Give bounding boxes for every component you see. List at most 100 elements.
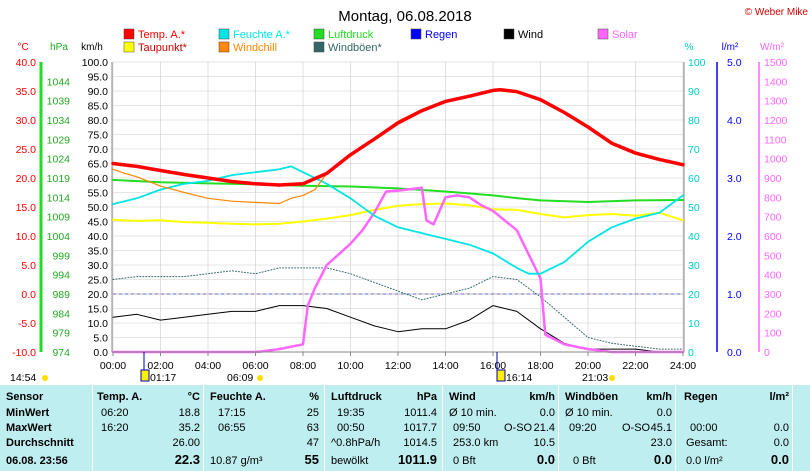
press-current: 1011.9 xyxy=(397,452,437,467)
hum-absolute: 10.87 g/m³ xyxy=(210,455,263,467)
row-label-max: MaxWert xyxy=(6,422,52,434)
rain-rate: 0.0 l/m² xyxy=(686,455,723,467)
wind-distance: 253.0 km xyxy=(453,437,499,449)
legend-label: Wind xyxy=(518,29,543,41)
x-tick-label: 16:00 xyxy=(480,360,506,372)
row-label-min: MinWert xyxy=(6,407,50,419)
solar-tick: 1200 xyxy=(764,115,788,127)
rain-max: 0.0 xyxy=(773,422,789,434)
col-pressure: Luftdruck hPa 19:35 1011.4 00:50 1017.7 … xyxy=(324,385,443,471)
chart-title: Montag, 06.08.2018 xyxy=(338,8,471,25)
marker-time-a: 01:17 xyxy=(150,372,176,384)
moon-marker-icon xyxy=(496,369,506,382)
temp-max: 35.2 xyxy=(178,422,200,434)
wind-avg-label: Ø 10 min. xyxy=(449,407,497,419)
legend-swatch xyxy=(597,28,609,40)
axis-unit-rain: l/m² xyxy=(722,42,739,53)
pressure-tick: 1029 xyxy=(47,134,71,146)
copyright-text: © Weber Mike xyxy=(745,7,809,18)
x-tick-label: 18:00 xyxy=(527,360,553,372)
temp-tick: 5.0 xyxy=(21,260,36,272)
sun-icon xyxy=(257,375,263,381)
series-windb-en-line xyxy=(112,267,684,350)
axis-units: °C hPa km/h% l/m² W/m² xyxy=(17,42,784,53)
solar-tick: 800 xyxy=(764,192,782,204)
solar-tick: 100 xyxy=(764,328,782,340)
temp-tick: 10.0 xyxy=(16,231,37,243)
solar-tick: 300 xyxy=(764,289,782,301)
marker-time-b: 06:09 xyxy=(227,372,253,384)
pressure-tick: 1014 xyxy=(47,192,71,204)
press-avg: 1014.5 xyxy=(403,437,437,449)
legend-label: Windchill xyxy=(233,42,277,54)
rain-tick: 3.0 xyxy=(727,173,742,185)
temp-header: Temp. A. xyxy=(97,391,143,403)
x-tick-label: 06:00 xyxy=(242,360,268,372)
wind-tick: 5.0 xyxy=(93,333,108,345)
legend: Temp. A.* Feuchte A.* Luftdruck Regen Wind So… xyxy=(123,28,638,54)
gust-mean: 23.0 xyxy=(650,437,672,449)
pressure-tick: 1044 xyxy=(47,76,71,88)
hum-current: 55 xyxy=(304,452,319,467)
temp-tick: 20.0 xyxy=(16,173,37,185)
rain-tick: 1.0 xyxy=(727,289,742,301)
rain-current: 0.0 xyxy=(770,452,789,467)
temp-tick: 25.0 xyxy=(16,144,37,156)
press-min: 1011.4 xyxy=(404,407,437,419)
grid xyxy=(112,61,684,353)
solar-tick: 1100 xyxy=(764,134,787,146)
humidity-tick: 70 xyxy=(688,144,700,156)
legend-label: Taupunkt* xyxy=(138,42,188,54)
press-max-time: 00:50 xyxy=(337,422,365,434)
rain-tick: 4.0 xyxy=(727,115,742,127)
wind-tick: 65.0 xyxy=(88,159,109,171)
gust-unit: km/h xyxy=(646,391,672,403)
temp-current: 22.3 xyxy=(174,452,200,467)
col-humidity: Feuchte A. % 17:15 25 06:55 63 47 10.87 … xyxy=(203,385,325,471)
wind-header: Wind xyxy=(449,391,476,403)
pressure-tick: 989 xyxy=(52,289,70,301)
legend-swatch xyxy=(313,28,325,40)
col-wind: Wind km/h Ø 10 min. 0.0 09:50 O-SO 21.4 … xyxy=(442,385,559,471)
wind-tick: 0.0 xyxy=(93,347,108,359)
pressure-tick: 1039 xyxy=(47,96,71,108)
hum-min: 25 xyxy=(306,407,319,419)
x-tick-label: 04:00 xyxy=(195,360,221,372)
col-gust: Windböen km/h Ø 10 min. 0.0 09:20 O-SO 4… xyxy=(558,385,676,471)
pressure-tick: 984 xyxy=(52,308,70,320)
pressure-tick: 1004 xyxy=(47,231,71,243)
wind-unit: km/h xyxy=(529,391,555,403)
gust-avg-label: Ø 10 min. xyxy=(565,407,613,419)
x-tick-label: 00:00 xyxy=(100,360,126,372)
wind-tick: 15.0 xyxy=(88,304,109,316)
pressure-tick: 1024 xyxy=(47,154,71,166)
right-axes: 10090807060504030201005.04.03.02.01.00.0… xyxy=(683,57,788,359)
wind-tick: 60.0 xyxy=(88,173,109,185)
gust-current: 0.0 xyxy=(653,452,672,467)
wind-tick: 55.0 xyxy=(88,188,109,200)
hum-max-time: 06:55 xyxy=(218,422,246,434)
x-tick-label: 14:00 xyxy=(432,360,458,372)
time-markers: 14:54 01:17 16:14 06:09 21:03 xyxy=(10,352,615,384)
legend-swatch xyxy=(313,41,325,53)
x-tick-label: 20:00 xyxy=(575,360,601,372)
wind-max: 21.4 xyxy=(533,422,555,434)
temp-tick: 0.0 xyxy=(21,289,36,301)
solar-tick: 200 xyxy=(764,308,782,320)
humidity-tick: 50 xyxy=(688,202,700,214)
col-spacer xyxy=(792,385,810,471)
humidity-tick: 30 xyxy=(688,260,700,272)
temp-tick: 35.0 xyxy=(16,86,37,98)
gust-bft: 0 Bft xyxy=(573,455,596,467)
hum-unit: % xyxy=(309,391,319,403)
col-rain: Regen l/m² 00:00 0.0 Gesamt: 0.0 0.0 l/m… xyxy=(675,385,793,471)
press-state: bewölkt xyxy=(331,455,369,467)
wind-tick: 50.0 xyxy=(88,202,109,214)
wind-tick: 20.0 xyxy=(88,289,109,301)
press-header: Luftdruck xyxy=(331,391,382,403)
solar-tick: 1000 xyxy=(764,154,788,166)
weather-chart: Montag, 06.08.2018 © Weber Mike Temp. A.… xyxy=(10,7,809,384)
gust-avg: 0.0 xyxy=(656,407,672,419)
pressure-tick: 1019 xyxy=(47,173,71,185)
pressure-tick: 974 xyxy=(52,347,70,359)
